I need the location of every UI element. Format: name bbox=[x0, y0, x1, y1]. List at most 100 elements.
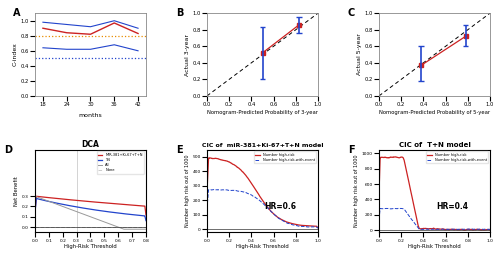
Y-axis label: Actual 5-year: Actual 5-year bbox=[356, 34, 362, 76]
Line: Number high-risk-with-event: Number high-risk-with-event bbox=[379, 208, 490, 229]
Text: HR=0.4: HR=0.4 bbox=[436, 202, 468, 211]
Title: CIC of  miR-381+Ki-67+T+N model: CIC of miR-381+Ki-67+T+N model bbox=[202, 143, 323, 148]
All bbox=[140, 228, 146, 231]
Y-axis label: Number high risk out of 1000: Number high risk out of 1000 bbox=[184, 155, 190, 227]
Y-axis label: Actual 3-year: Actual 3-year bbox=[184, 34, 190, 76]
Number high-risk-with-event bbox=[376, 218, 382, 221]
Number high-risk-with-event bbox=[257, 199, 263, 202]
Number high-risk-with-event bbox=[430, 228, 436, 231]
Number high-risk bbox=[270, 212, 276, 215]
All bbox=[121, 228, 127, 231]
TN bbox=[123, 212, 129, 215]
MiR-381+Ki-67+T+N bbox=[34, 195, 40, 198]
MiR-381+Ki-67+T+N bbox=[32, 210, 38, 213]
X-axis label: High-Risk Threshold: High-Risk Threshold bbox=[408, 244, 461, 249]
All bbox=[123, 228, 129, 231]
Number high-risk bbox=[429, 227, 435, 230]
Number high-risk-with-event bbox=[204, 207, 210, 210]
Legend: MiR-381+Ki-67+T+N, TN, All, None: MiR-381+Ki-67+T+N, TN, All, None bbox=[96, 152, 144, 173]
Number high-risk bbox=[442, 228, 448, 231]
Title: DCA: DCA bbox=[82, 140, 100, 149]
Number high-risk-with-event bbox=[436, 228, 442, 231]
Number high-risk bbox=[430, 227, 436, 230]
None bbox=[32, 225, 38, 229]
None bbox=[86, 225, 91, 229]
Number high-risk-with-event bbox=[312, 225, 318, 228]
All bbox=[143, 228, 149, 231]
Number high-risk bbox=[462, 228, 468, 232]
Number high-risk-with-event bbox=[315, 227, 321, 230]
TN bbox=[92, 208, 98, 211]
Text: A: A bbox=[13, 8, 20, 18]
All bbox=[86, 214, 91, 218]
Text: C: C bbox=[348, 8, 355, 18]
Number high-risk-with-event bbox=[396, 207, 402, 210]
Title: CIC of  T+N model: CIC of T+N model bbox=[398, 142, 470, 148]
TN bbox=[86, 207, 91, 210]
None bbox=[123, 225, 129, 229]
Number high-risk-with-event bbox=[210, 188, 216, 191]
Line: Number high-risk: Number high-risk bbox=[379, 157, 490, 230]
None bbox=[84, 225, 90, 229]
X-axis label: High-Risk Threshold: High-Risk Threshold bbox=[236, 244, 289, 249]
Number high-risk bbox=[264, 205, 270, 209]
All bbox=[84, 214, 90, 217]
TN bbox=[98, 209, 104, 213]
Number high-risk bbox=[204, 190, 210, 193]
Number high-risk-with-event bbox=[484, 228, 490, 231]
None bbox=[98, 225, 104, 229]
MiR-381+Ki-67+T+N bbox=[86, 200, 91, 203]
Number high-risk bbox=[468, 228, 473, 231]
MiR-381+Ki-67+T+N bbox=[85, 200, 91, 203]
Legend: Number high-risk, Number high-risk-with-event: Number high-risk, Number high-risk-with-… bbox=[426, 152, 488, 163]
Number high-risk-with-event bbox=[442, 228, 448, 231]
Number high-risk bbox=[485, 228, 491, 231]
Line: All: All bbox=[35, 196, 146, 229]
TN bbox=[85, 207, 91, 210]
MiR-381+Ki-67+T+N bbox=[143, 213, 149, 216]
None bbox=[143, 225, 149, 229]
Text: F: F bbox=[348, 145, 354, 155]
MiR-381+Ki-67+T+N bbox=[98, 201, 104, 204]
Line: TN: TN bbox=[35, 199, 146, 221]
Y-axis label: Number high risk out of 1000: Number high risk out of 1000 bbox=[354, 155, 359, 227]
X-axis label: High-Risk Threshold: High-Risk Threshold bbox=[64, 244, 117, 249]
Number high-risk-with-event bbox=[295, 224, 301, 228]
All bbox=[92, 217, 98, 220]
TN bbox=[140, 214, 146, 217]
Number high-risk-with-event bbox=[258, 200, 264, 203]
Number high-risk bbox=[487, 228, 493, 231]
Line: MiR-381+Ki-67+T+N: MiR-381+Ki-67+T+N bbox=[35, 196, 146, 215]
Y-axis label: Net Benefit: Net Benefit bbox=[14, 176, 19, 206]
TN bbox=[34, 197, 40, 200]
Number high-risk-with-event bbox=[270, 212, 276, 215]
Legend: Number high-risk, Number high-risk-with-event: Number high-risk, Number high-risk-with-… bbox=[254, 152, 316, 163]
Text: B: B bbox=[176, 8, 184, 18]
Number high-risk-with-event bbox=[429, 228, 435, 231]
MiR-381+Ki-67+T+N bbox=[92, 200, 98, 204]
Number high-risk bbox=[392, 155, 398, 158]
TN bbox=[32, 211, 38, 214]
Number high-risk bbox=[315, 226, 321, 229]
Number high-risk bbox=[257, 195, 263, 198]
None bbox=[140, 225, 146, 229]
Text: D: D bbox=[4, 145, 12, 155]
Text: E: E bbox=[176, 145, 182, 155]
All bbox=[98, 219, 104, 222]
Y-axis label: C-index: C-index bbox=[12, 43, 18, 67]
MiR-381+Ki-67+T+N bbox=[140, 204, 146, 208]
Number high-risk bbox=[258, 196, 264, 199]
Number high-risk-with-event bbox=[487, 228, 493, 231]
Number high-risk-with-event bbox=[264, 206, 270, 209]
X-axis label: Nomogram-Predicted Probability of 3-year: Nomogram-Predicted Probability of 3-year bbox=[207, 110, 318, 115]
Line: Number high-risk: Number high-risk bbox=[207, 158, 318, 228]
X-axis label: months: months bbox=[78, 113, 102, 118]
None bbox=[92, 225, 98, 229]
MiR-381+Ki-67+T+N bbox=[123, 203, 129, 206]
Number high-risk bbox=[436, 228, 442, 231]
X-axis label: Nomogram-Predicted Probability of 5-year: Nomogram-Predicted Probability of 5-year bbox=[379, 110, 490, 115]
Number high-risk bbox=[206, 156, 212, 159]
All bbox=[32, 195, 38, 198]
TN bbox=[143, 219, 149, 222]
Number high-risk-with-event bbox=[467, 228, 473, 231]
